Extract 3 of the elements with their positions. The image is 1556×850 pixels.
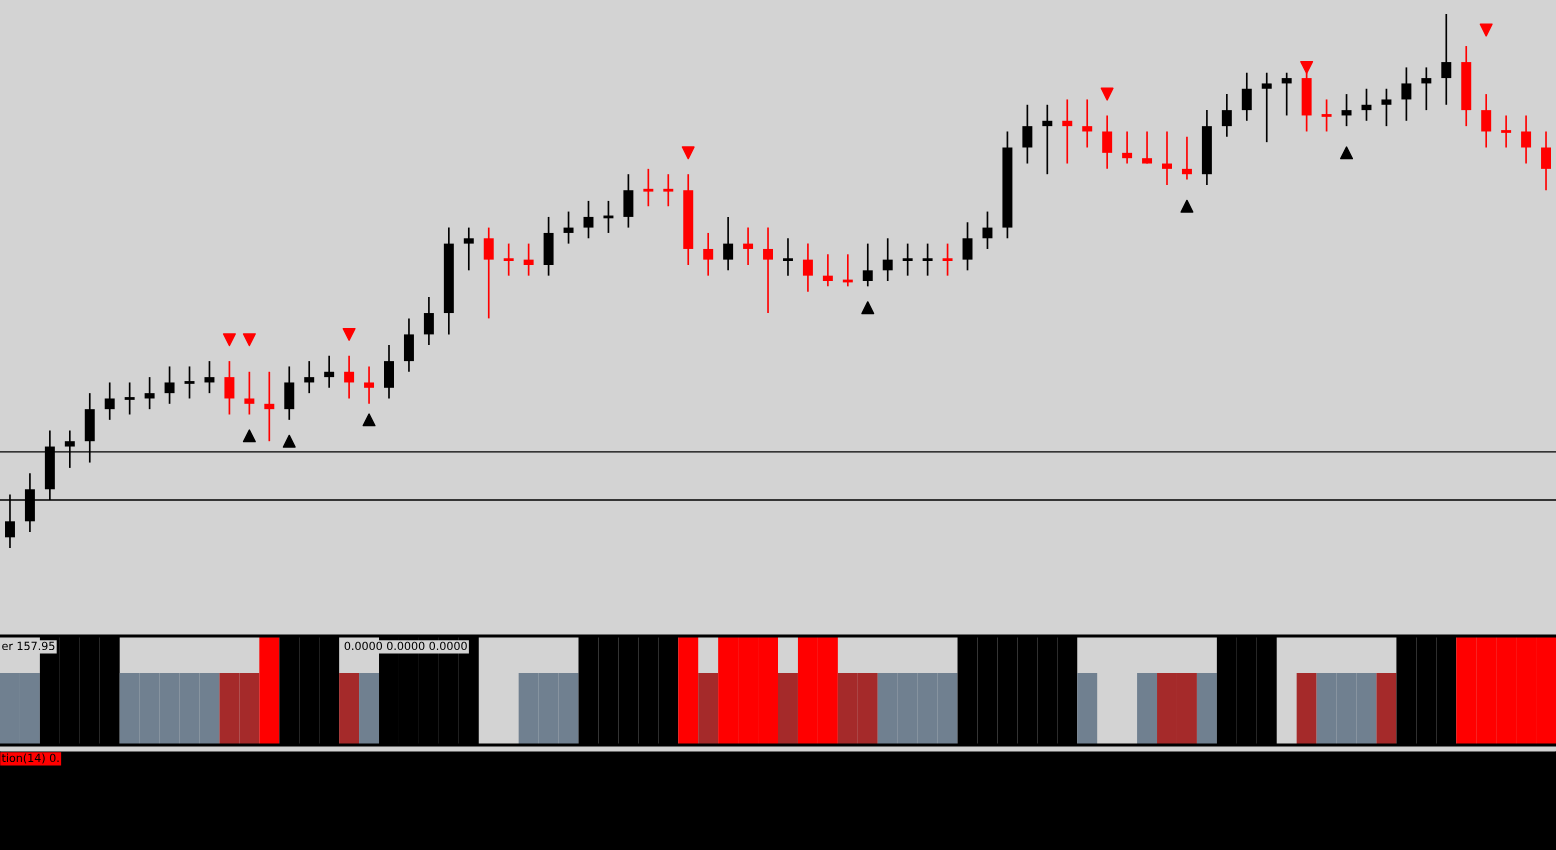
annotation: er 157.95: [2, 641, 55, 651]
text: tion(14) 0.: [1, 753, 59, 764]
annotation: 0.0000 0.0000 0.0000: [344, 641, 467, 651]
